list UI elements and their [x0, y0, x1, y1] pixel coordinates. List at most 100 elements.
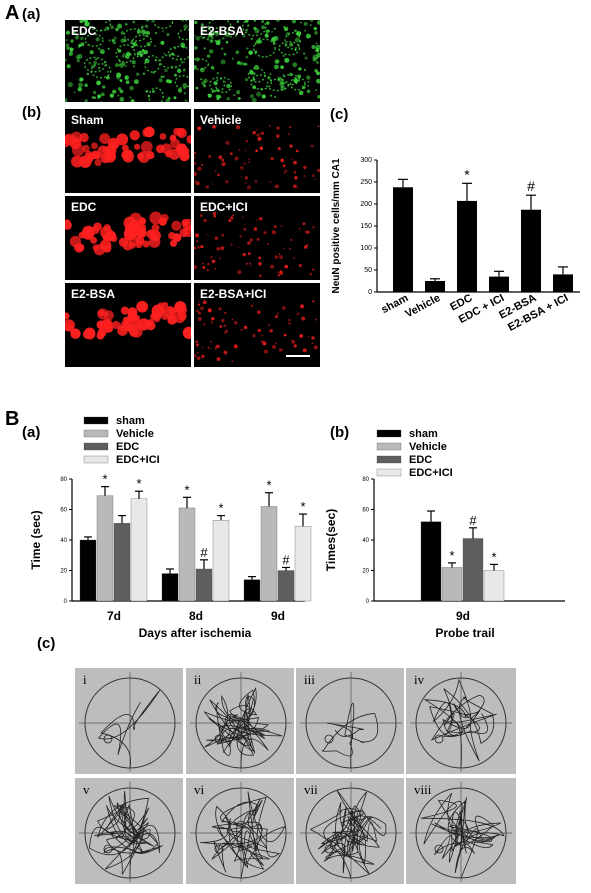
red-speck [270, 156, 274, 161]
legend-swatch [83, 416, 109, 425]
red-speck [259, 274, 262, 277]
green-cell-outline [209, 76, 226, 93]
significance-mark: * [449, 548, 454, 563]
green-dot [305, 33, 311, 39]
green-cell-outline [250, 74, 273, 90]
green-dot [195, 86, 199, 90]
swim-path-label: iv [414, 672, 425, 687]
red-speck [294, 176, 298, 180]
green-dot [244, 78, 248, 82]
red-speck [300, 317, 303, 319]
red-speck [194, 151, 197, 155]
red-speck [289, 144, 293, 148]
green-dot [298, 90, 304, 96]
red-speck [207, 262, 210, 266]
swim-path [309, 790, 387, 879]
red-speck [263, 349, 268, 354]
swim-path-drawing [190, 782, 292, 882]
neuron-soma [179, 228, 189, 238]
green-dot [312, 57, 317, 62]
green-dot [183, 24, 188, 30]
green-dot [282, 74, 285, 77]
neuron-soma [87, 152, 95, 161]
neuron-soma [149, 211, 163, 225]
green-dot [79, 20, 84, 24]
red-speck [244, 182, 247, 184]
green-dot [183, 92, 187, 95]
red-speck [247, 252, 251, 256]
red-speck [210, 321, 214, 324]
red-speck [275, 342, 278, 345]
neuron-soma [65, 324, 73, 332]
green-cell-outline [144, 55, 161, 73]
neuron-soma [169, 239, 177, 247]
micrograph-edc-ici: EDC+ICI [194, 196, 320, 280]
y-tick-label: 0 [368, 289, 372, 296]
red-speck [215, 348, 217, 350]
green-dot [250, 37, 254, 41]
red-speck [258, 261, 262, 266]
bar [130, 498, 148, 602]
green-dot [225, 40, 229, 44]
green-dot [97, 94, 102, 99]
y-tick-label: 50 [364, 267, 372, 274]
green-dot [84, 83, 88, 88]
green-dot [185, 20, 188, 22]
green-dot [108, 39, 111, 42]
green-dot [173, 96, 177, 100]
micrograph-e2bsa: E2-BSA [65, 283, 191, 367]
y-tick-label: 0 [366, 599, 370, 605]
green-dot [306, 75, 311, 80]
green-dot [315, 44, 320, 50]
red-speck [256, 310, 261, 315]
red-speck [235, 125, 241, 130]
red-speck [247, 185, 252, 190]
red-speck [274, 255, 279, 259]
legend-swatch [83, 442, 109, 451]
red-speck [243, 227, 247, 231]
neuron-soma [74, 243, 84, 253]
figure-label-Bc: (c) [37, 635, 56, 652]
green-dot [94, 58, 97, 61]
green-cell-outline [153, 20, 174, 29]
green-dot [129, 85, 134, 91]
bar [489, 276, 509, 292]
green-dot [307, 80, 310, 83]
swim-path-panel: vii [296, 778, 404, 884]
red-speck [253, 227, 258, 231]
green-dot [76, 59, 80, 63]
red-speck [242, 252, 246, 257]
swim-path [423, 678, 497, 769]
green-cell-outline [265, 78, 290, 92]
red-speck [261, 340, 264, 343]
neuron-soma [147, 319, 154, 326]
green-cell-outline [115, 44, 136, 64]
bar [393, 187, 413, 292]
green-dot [112, 40, 117, 45]
figure-label-Ab: (b) [22, 104, 42, 121]
x-tick-label: 9d [271, 609, 285, 623]
y-tick-label: 60 [60, 508, 67, 514]
red-speck [199, 361, 201, 363]
green-dot [200, 78, 203, 81]
red-speck [207, 346, 210, 349]
red-speck [282, 164, 286, 168]
red-speck [221, 318, 225, 323]
legend-label: EDC [116, 441, 139, 453]
green-dot [69, 47, 73, 51]
figure-label-A: A [5, 2, 20, 24]
neuron-soma [182, 147, 190, 155]
green-dot [154, 32, 157, 35]
platform-marker [214, 734, 224, 744]
green-dot [154, 59, 158, 62]
red-speck [293, 184, 297, 189]
red-speck [258, 256, 262, 260]
red-speck [216, 125, 218, 127]
green-dot [315, 78, 320, 84]
swim-path-label: vi [194, 782, 205, 797]
micrograph-e2bsa-ici: E2-BSA+ICI [194, 283, 320, 367]
green-dot [316, 20, 320, 25]
green-dot [266, 21, 270, 25]
green-dot [84, 99, 88, 102]
green-dot [65, 39, 68, 42]
